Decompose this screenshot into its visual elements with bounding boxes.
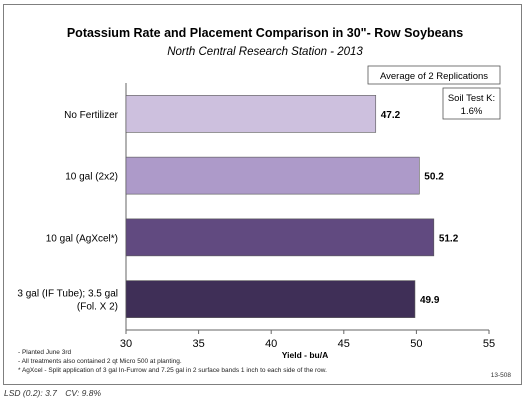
lsd-value: LSD (0.2): 3.7 [4,388,57,398]
replications-label: Average of 2 Replications [380,71,488,82]
soil-test-value: 1.6% [461,106,483,117]
data-label: 50.2 [424,172,444,183]
x-tick-label: 35 [192,338,204,350]
x-tick-label: 55 [483,338,495,350]
category-label: 3 gal (IF Tube); 3.5 gal [17,289,118,300]
cv-value: CV: 9.8% [65,388,102,398]
bar [125,95,377,133]
soil-test-box [442,87,501,120]
statistics-note: LSD (0.2): 3.7 CV: 9.8% [4,388,107,398]
replications-annotation: Average of 2 Replications [367,65,501,85]
bar [125,218,435,257]
x-axis-label: Yield - bu/A [282,350,328,360]
bar [125,156,420,195]
chart-subtitle: North Central Research Station - 2013 [167,46,363,58]
category-label: 10 gal (AgXcel*) [46,233,118,244]
x-tick-label: 30 [120,338,132,350]
x-tick-label: 50 [410,338,422,350]
x-tick-label: 40 [265,338,277,350]
figure-id: 13-508 [490,372,511,379]
category-label: 10 gal (2x2) [65,172,118,183]
data-label: 47.2 [381,110,401,121]
category-label: (Fol. X 2) [77,302,118,313]
footnote-line: - Planted June 3rd [18,349,72,356]
footnote-line: - All treatments also contained 2 qt Mic… [18,358,182,365]
data-label: 51.2 [439,233,459,244]
data-label: 49.9 [420,295,440,306]
footnote-line: * AgXcel - Split application of 3 gal In… [18,367,327,374]
bar [125,280,416,318]
footnotes: - Planted June 3rd - All treatments also… [18,348,448,375]
soil-test-label: Soil Test K: [448,93,495,104]
plot-area: 30 35 40 45 50 55 47.2 No Fertilizer 50.2 10 gal … [17,83,495,350]
x-tick-label: 45 [338,338,350,350]
chart-title: Potassium Rate and Placement Comparison … [67,26,463,40]
soil-test-annotation: Soil Test K: 1.6% [442,87,501,120]
category-label: No Fertilizer [64,110,119,121]
replications-box [367,65,501,85]
